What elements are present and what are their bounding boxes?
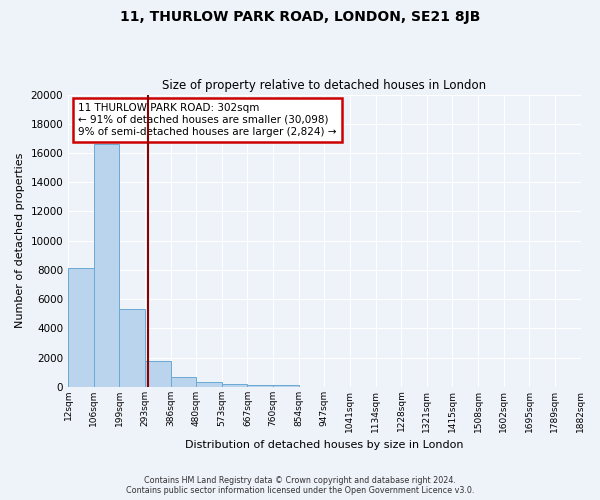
Text: 11 THURLOW PARK ROAD: 302sqm
← 91% of detached houses are smaller (30,098)
9% of: 11 THURLOW PARK ROAD: 302sqm ← 91% of de… bbox=[79, 104, 337, 136]
Bar bbox=[170, 376, 196, 387]
Bar bbox=[247, 384, 273, 387]
Bar bbox=[68, 268, 94, 387]
Bar bbox=[119, 310, 145, 387]
Text: Contains HM Land Registry data © Crown copyright and database right 2024.
Contai: Contains HM Land Registry data © Crown c… bbox=[126, 476, 474, 495]
Bar bbox=[94, 144, 119, 387]
Bar bbox=[196, 382, 222, 387]
Text: 11, THURLOW PARK ROAD, LONDON, SE21 8JB: 11, THURLOW PARK ROAD, LONDON, SE21 8JB bbox=[120, 10, 480, 24]
Title: Size of property relative to detached houses in London: Size of property relative to detached ho… bbox=[162, 79, 487, 92]
Y-axis label: Number of detached properties: Number of detached properties bbox=[15, 153, 25, 328]
Bar bbox=[273, 386, 299, 387]
X-axis label: Distribution of detached houses by size in London: Distribution of detached houses by size … bbox=[185, 440, 464, 450]
Bar bbox=[222, 384, 247, 387]
Bar bbox=[145, 361, 170, 387]
